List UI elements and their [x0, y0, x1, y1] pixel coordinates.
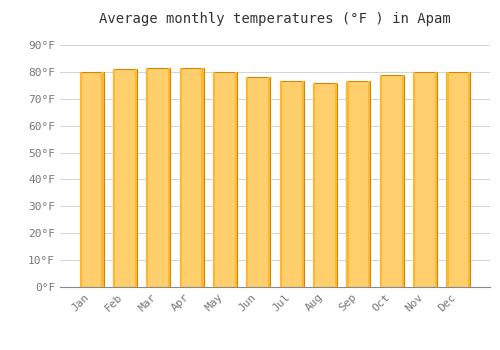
Bar	[413, 72, 415, 287]
Bar	[135, 69, 137, 287]
Title: Average monthly temperatures (°F ) in Apam: Average monthly temperatures (°F ) in Ap…	[99, 12, 451, 26]
Bar	[246, 77, 270, 287]
Bar	[213, 72, 237, 287]
Bar	[180, 68, 204, 287]
Bar	[380, 75, 382, 287]
Bar	[202, 68, 203, 287]
Bar	[268, 77, 270, 287]
Bar	[246, 77, 248, 287]
Bar	[446, 72, 448, 287]
Bar	[313, 83, 337, 287]
Bar	[146, 68, 171, 287]
Bar	[113, 69, 115, 287]
Bar	[80, 72, 82, 287]
Bar	[235, 72, 237, 287]
Bar	[335, 83, 337, 287]
Bar	[446, 72, 470, 287]
Bar	[146, 68, 148, 287]
Bar	[413, 72, 437, 287]
Bar	[380, 75, 404, 287]
Bar	[168, 68, 170, 287]
Bar	[102, 72, 103, 287]
Bar	[468, 72, 470, 287]
Bar	[280, 81, 303, 287]
Bar	[280, 81, 282, 287]
Bar	[368, 81, 370, 287]
Bar	[80, 72, 104, 287]
Bar	[346, 81, 348, 287]
Bar	[113, 69, 137, 287]
Bar	[435, 72, 437, 287]
Bar	[346, 81, 370, 287]
Bar	[402, 75, 404, 287]
Bar	[180, 68, 182, 287]
Bar	[213, 72, 215, 287]
Bar	[302, 81, 304, 287]
Bar	[313, 83, 315, 287]
